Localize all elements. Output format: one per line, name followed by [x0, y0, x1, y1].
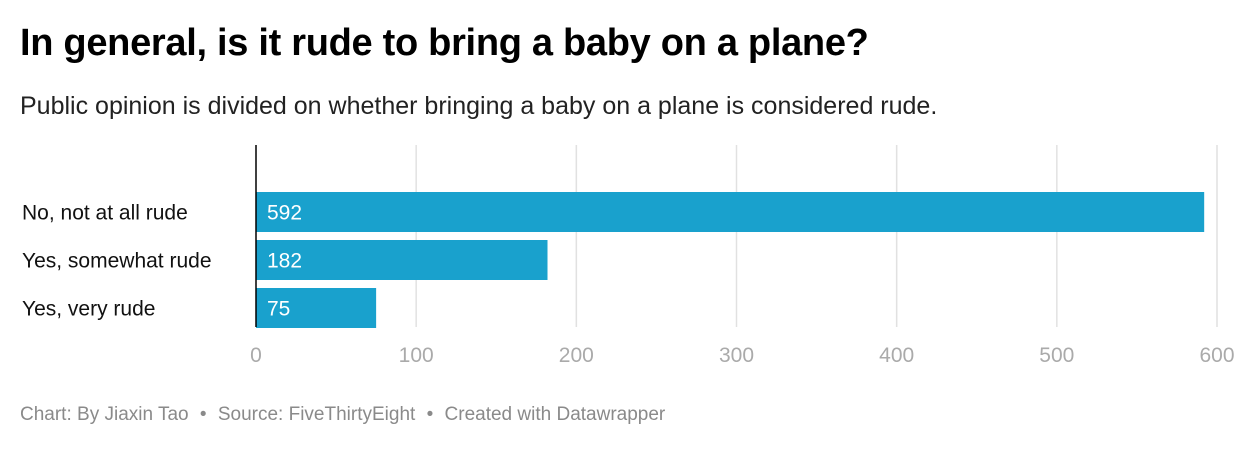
footer-separator: •	[426, 404, 434, 425]
x-tick-label: 200	[559, 344, 594, 367]
category-label: Yes, somewhat rude	[22, 250, 212, 273]
bars: 592 182 75	[256, 192, 1205, 328]
x-tick-label: 300	[719, 344, 754, 367]
category-label: Yes, very rude	[22, 298, 155, 321]
source-text: Source: FiveThirtyEight	[217, 404, 416, 425]
chart-footer: Chart: By Jiaxin Tao • Source: FiveThirt…	[20, 404, 665, 426]
category-label: No, not at all rude	[22, 202, 188, 225]
x-tick-label: 400	[879, 344, 914, 367]
footer-separator: •	[199, 404, 207, 425]
bar	[256, 288, 377, 328]
bar-value-label: 75	[267, 298, 290, 321]
chart-credit: Chart: By Jiaxin Tao	[20, 404, 189, 425]
x-axis-tick-labels: 0 100 200 300 400 500 600	[250, 344, 1234, 367]
x-tick-label: 500	[1039, 344, 1074, 367]
gridlines	[415, 145, 1218, 327]
bar-value-label: 182	[267, 250, 302, 273]
bar	[256, 192, 1205, 232]
category-labels: No, not at all rude Yes, somewhat rude Yes…	[22, 202, 212, 321]
bar	[256, 240, 548, 280]
x-tick-label: 0	[250, 344, 262, 367]
created-with-text: Created with Datawrapper	[444, 404, 666, 425]
chart-title: In general, is it rude to bring a baby o…	[20, 22, 869, 64]
chart-subtitle: Public opinion is divided on whether bri…	[20, 92, 938, 120]
bar-value-label: 592	[267, 202, 302, 225]
x-tick-label: 100	[399, 344, 434, 367]
x-tick-label: 600	[1199, 344, 1234, 367]
